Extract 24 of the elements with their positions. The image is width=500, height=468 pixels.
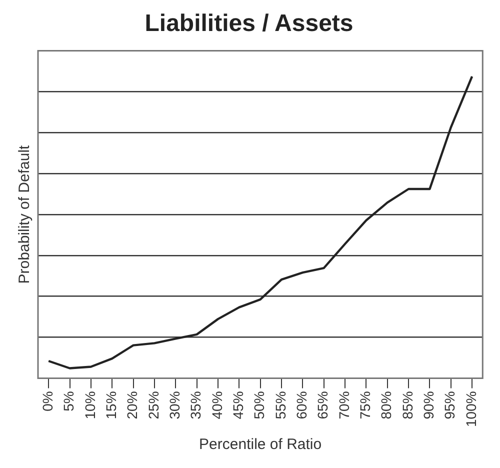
x-tick-label: 80% xyxy=(378,391,394,420)
x-tick-label: 90% xyxy=(420,391,437,420)
x-tick-label: 10% xyxy=(82,391,98,420)
x-tick-label: 55% xyxy=(272,391,288,420)
x-tick-label: 95% xyxy=(442,391,458,420)
x-tick-label: 75% xyxy=(357,391,374,420)
x-tick-label: 25% xyxy=(145,391,162,420)
x-tick-label: 65% xyxy=(314,391,331,420)
x-tick-label: 40% xyxy=(208,391,225,420)
x-tick-label: 0% xyxy=(39,391,56,412)
x-tick-label: 5% xyxy=(60,391,77,412)
x-tick-label: 85% xyxy=(399,391,416,420)
x-tick-label: 20% xyxy=(124,391,140,420)
chart-title: Liabilities / Assets xyxy=(144,10,354,38)
x-tick-label: 15% xyxy=(102,391,119,420)
y-axis-title: Probability of Default xyxy=(16,144,34,284)
x-axis-title: Percentile of Ratio xyxy=(199,436,322,454)
x-tick-label: 60% xyxy=(294,391,310,420)
x-tick-label: 35% xyxy=(188,391,204,420)
x-tick-label: 100% xyxy=(462,391,479,428)
x-tick-label: 30% xyxy=(166,391,182,420)
x-tick-label: 70% xyxy=(336,391,352,420)
x-tick-label: 50% xyxy=(251,391,268,420)
x-tick-label: 45% xyxy=(230,391,246,420)
